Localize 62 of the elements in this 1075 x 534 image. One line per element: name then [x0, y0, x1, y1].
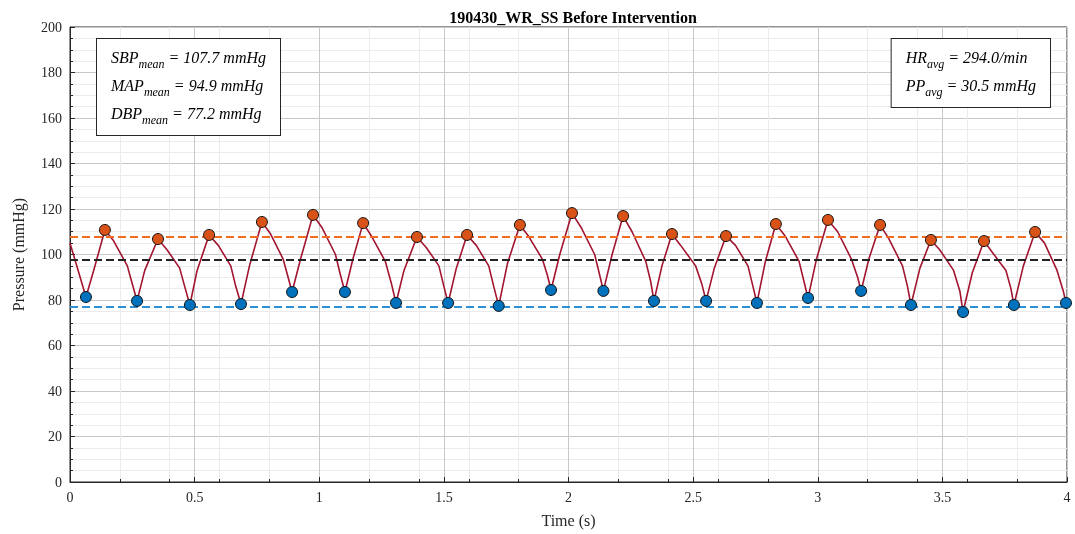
point	[461, 228, 474, 241]
point	[338, 286, 351, 299]
point	[183, 299, 196, 311]
point	[874, 218, 887, 231]
point	[855, 284, 868, 297]
point	[410, 230, 423, 243]
y-tick-label: 140	[41, 156, 62, 171]
y-tick-label: 100	[41, 247, 62, 262]
x-tick-label: 1.5	[435, 489, 453, 505]
x-axis-title: Time (s)	[541, 511, 596, 530]
point	[152, 233, 164, 246]
point	[566, 207, 578, 220]
y-tick-label: 20	[48, 429, 62, 444]
y-tick-label: 120	[41, 201, 62, 217]
x-tick-label: 4	[1063, 489, 1071, 505]
point	[597, 284, 610, 297]
point	[1007, 299, 1020, 311]
x-tick-label: 1	[315, 489, 323, 505]
point	[357, 217, 370, 230]
point	[904, 299, 917, 311]
point	[492, 299, 505, 312]
point	[665, 228, 678, 241]
point	[513, 218, 526, 231]
y-tick-label: 40	[48, 383, 62, 399]
chart-title: 190430_WR_SS Before Intervention	[449, 8, 697, 26]
point	[442, 296, 455, 309]
point	[131, 294, 144, 307]
point	[1029, 225, 1042, 238]
point	[235, 298, 247, 311]
y-tick-label: 0	[55, 474, 62, 490]
x-tick-label: 0	[66, 489, 74, 505]
y-tick-label: 180	[41, 65, 62, 80]
point	[1060, 296, 1072, 309]
y-tick-label: 80	[48, 292, 62, 308]
point	[617, 210, 630, 223]
point	[957, 306, 970, 319]
x-tick-label: 2	[565, 489, 572, 505]
y-tick-label: 160	[41, 110, 62, 126]
y-tick-label: 200	[41, 19, 62, 35]
point	[924, 233, 937, 246]
y-tick-label: 60	[48, 338, 62, 353]
x-tick-label: 2.5	[684, 489, 702, 505]
point	[700, 294, 713, 307]
point	[750, 296, 763, 309]
x-tick-label: 0.5	[185, 489, 204, 505]
point	[648, 294, 660, 307]
y-axis-title: Pressure (mmHg)	[9, 197, 28, 312]
x-tick-label: 3.5	[933, 489, 952, 505]
point	[203, 228, 216, 241]
point	[286, 286, 299, 299]
point	[545, 283, 558, 296]
point	[307, 208, 320, 221]
point	[802, 291, 815, 304]
point	[978, 235, 990, 248]
x-tick-label: 3	[814, 489, 822, 505]
point	[79, 291, 92, 304]
point	[821, 213, 834, 226]
point	[720, 230, 733, 243]
point	[390, 296, 403, 309]
point	[255, 215, 268, 228]
point	[98, 223, 111, 236]
point	[769, 218, 782, 231]
